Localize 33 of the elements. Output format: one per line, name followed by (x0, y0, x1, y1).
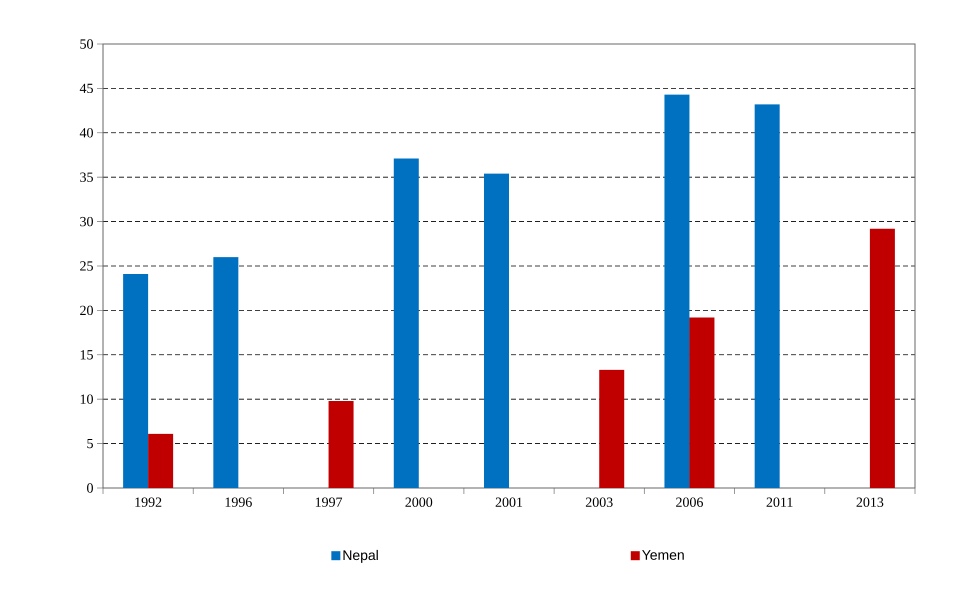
x-tick-label: 2006 (676, 498, 703, 507)
legend-label: Yemen (642, 550, 684, 560)
x-tick-label: 1997 (316, 498, 342, 507)
bar (599, 370, 624, 488)
bar (148, 434, 174, 488)
bar (664, 94, 690, 488)
y-tick-label: 40 (80, 128, 93, 138)
bar (870, 228, 895, 488)
y-tick-label: 15 (80, 350, 93, 360)
y-tick-label: 30 (80, 216, 93, 226)
bar (123, 274, 148, 488)
x-tick-label: 2001 (496, 498, 522, 507)
x-tick-label: 2013 (856, 498, 884, 507)
bar (754, 104, 780, 488)
y-tick-label: 5 (87, 438, 93, 448)
y-tick-label: 45 (80, 84, 93, 94)
bar (328, 400, 354, 488)
bar (484, 174, 510, 488)
y-tick-label: 20 (80, 306, 93, 316)
y-tick-label: 0 (87, 483, 93, 493)
x-tick-label: 2003 (586, 498, 613, 507)
x-tick-label: 1992 (135, 498, 162, 507)
legend-label: Nepal (343, 550, 378, 563)
x-tick-label: 2011 (766, 498, 793, 507)
bar (689, 317, 714, 488)
x-tick-label: 2000 (405, 498, 432, 507)
y-tick-label: 35 (80, 172, 93, 182)
y-tick-label: 10 (80, 394, 93, 404)
bar (394, 158, 419, 488)
y-tick-label: 25 (80, 261, 93, 271)
bar (213, 257, 238, 488)
y-tick-label: 50 (80, 39, 93, 49)
x-tick-label: 1996 (226, 498, 252, 507)
